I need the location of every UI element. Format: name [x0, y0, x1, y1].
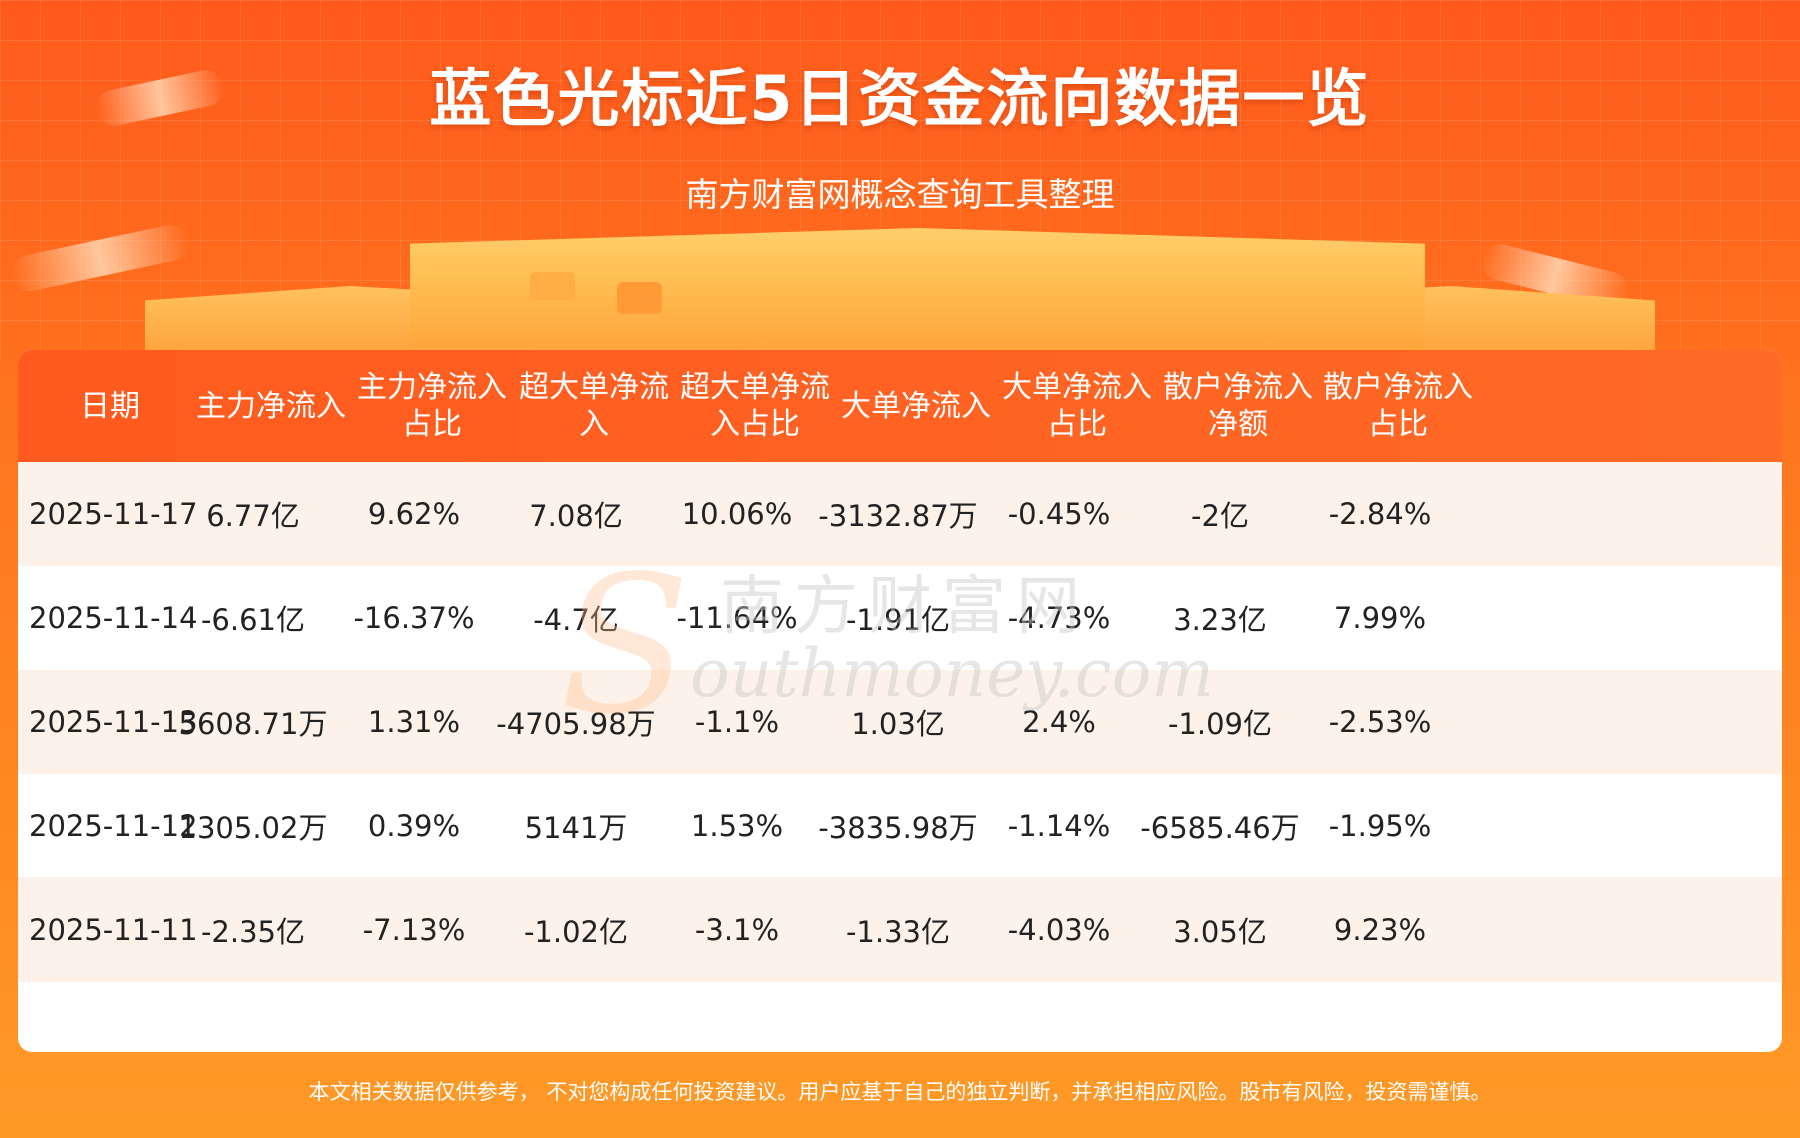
table-row: 2025-11-17 6.77亿 9.62% 7.08亿 10.06% -3132.87万… [18, 462, 1782, 566]
disclaimer-text: 本文相关数据仅供参考， 不对您构成任何投资建议。用户应基于自己的独立判断，并承担… [308, 1080, 1492, 1104]
date-cell: 2025-11-12 [29, 808, 198, 843]
date-cell: 2025-11-14 [29, 601, 198, 635]
column-header: 超大单净流 入 [519, 370, 669, 442]
table-row: 2025-11-13 5608.71万 1.31% -4705.98万 -1.1% 1.0… [18, 670, 1782, 774]
column-header: 大单净流入 占比 [1002, 370, 1152, 442]
table-cell: 2.4% [1022, 705, 1096, 739]
table-header: 日期 主力净流入 主力净流入 占比 超大单净流 入超大单净流 入占比 大单净流入 大单净流… [18, 350, 1782, 462]
column-header: 大单净流入 [841, 388, 991, 424]
data-table-card: 日期 主力净流入 主力净流入 占比 超大单净流 入超大单净流 入占比 大单净流入 大单净流… [18, 350, 1782, 1052]
table-cell: -16.37% [353, 601, 475, 635]
decor-podium-center [410, 228, 1425, 358]
table-cell: 10.06% [681, 497, 793, 531]
table-cell: 0.39% [367, 808, 461, 843]
table-cell: -2.53% [1328, 705, 1432, 739]
table-cell: -3835.98万 [818, 810, 978, 845]
table-cell: -0.45% [1007, 497, 1111, 531]
table-cell: -2.84% [1328, 497, 1432, 531]
table-cell: -1.91亿 [845, 603, 951, 637]
table-cell: 5608.71万 [178, 707, 328, 741]
decor-cube [617, 282, 662, 314]
date-cell: 2025-11-11 [29, 912, 198, 947]
date-cell: 2025-11-17 [29, 497, 198, 531]
column-header: 超大单净流 入占比 [680, 370, 830, 442]
table-cell: 9.62% [367, 497, 461, 531]
table-cell: 1.03亿 [851, 707, 945, 741]
table-cell: -4.03% [1007, 912, 1111, 947]
table-cell: -1.09亿 [1167, 707, 1273, 741]
table-cell: 1.53% [690, 808, 784, 843]
table-cell: -3132.87万 [818, 499, 978, 533]
table-cell: 7.08亿 [529, 499, 623, 533]
table-cell: -6.61亿 [200, 603, 306, 637]
table-row: 2025-11-14 -6.61亿 -16.37% -4.7亿 -11.64% -1.91… [18, 566, 1782, 670]
table-cell: -1.02亿 [523, 914, 629, 949]
table-cell: -1.33亿 [845, 914, 951, 949]
table-cell: 5141万 [524, 810, 628, 845]
table-cell: 3.05亿 [1173, 914, 1267, 949]
column-header: 散户净流入 净额 [1163, 370, 1313, 442]
table-cell: 9.23% [1333, 912, 1427, 947]
column-header: 散户净流入 占比 [1323, 370, 1473, 442]
decor-cube [530, 272, 575, 300]
table-row: 2025-11-11 -2.35亿 -7.13% -1.02亿 -3.1% -1.33亿 -… [18, 877, 1782, 982]
table-cell: 1305.02万 [178, 810, 328, 845]
page-subtitle: 南方财富网概念查询工具整理 [685, 175, 1115, 214]
table-cell: -4.73% [1007, 601, 1111, 635]
column-header: 主力净流入 占比 [357, 370, 507, 442]
column-header: 主力净流入 [196, 388, 346, 424]
table-cell: -6585.46万 [1140, 810, 1300, 845]
table-cell: -4705.98万 [496, 707, 656, 741]
table-row: 2025-11-12 1305.02万 0.39% 5141万 1.53% -3835.9… [18, 774, 1782, 877]
table-cell: 6.77亿 [206, 499, 300, 533]
table-cell: -3.1% [694, 912, 780, 947]
table-cell: -7.13% [362, 912, 466, 947]
page-title: 蓝色光标近5日资金流向数据一览 [429, 62, 1371, 135]
table-cell: -2.35亿 [200, 914, 306, 949]
date-cell: 2025-11-13 [29, 705, 198, 739]
table-cell: 3.23亿 [1173, 603, 1267, 637]
table-cell: 7.99% [1333, 601, 1427, 635]
table-cell: -1.95% [1328, 808, 1432, 843]
table-cell: -11.64% [676, 601, 798, 635]
table-cell: -1.14% [1007, 808, 1111, 843]
column-header: 日期 [80, 388, 140, 424]
table-cell: -1.1% [694, 705, 780, 739]
table-cell: 1.31% [367, 705, 461, 739]
table-cell: -4.7亿 [533, 603, 619, 637]
table-cell: -2亿 [1191, 499, 1249, 533]
